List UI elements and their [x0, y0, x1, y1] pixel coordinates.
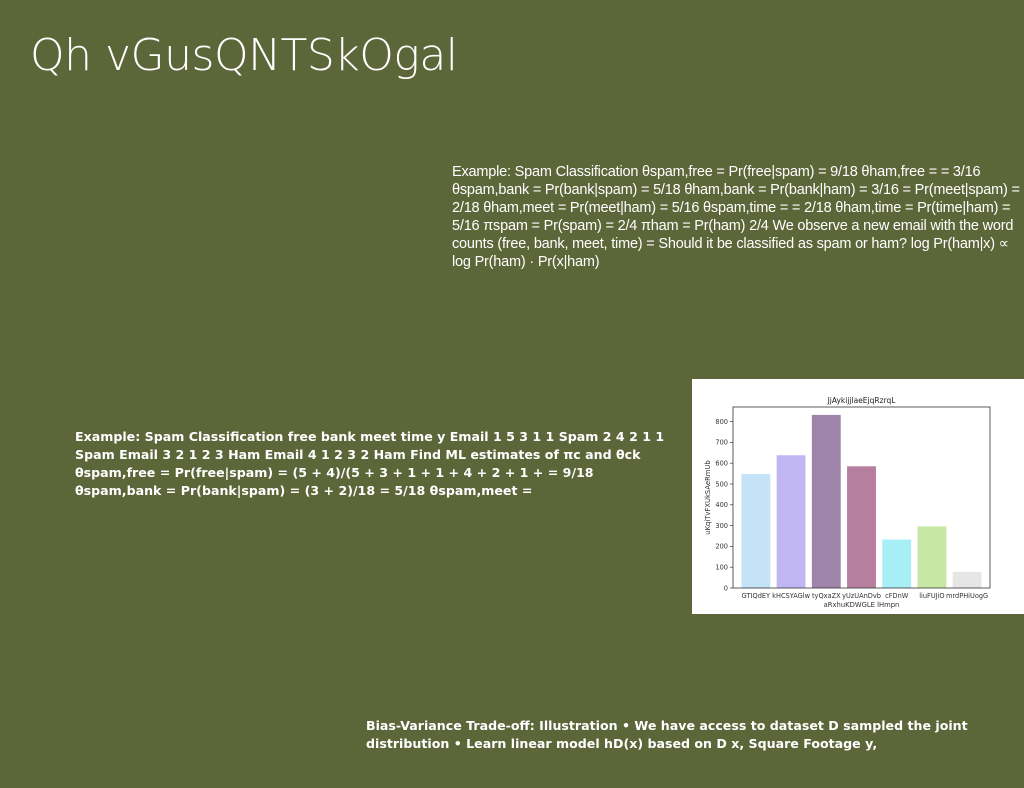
x-tick-label: kHCSYAGlw [772, 592, 810, 600]
bar-1 [741, 473, 771, 588]
bar-2 [776, 455, 806, 588]
y-tick-label: 400 [715, 501, 728, 509]
bias-variance-text: Bias-Variance Trade-off: Illustration • … [366, 718, 968, 751]
bar-chart-image: JjAykijjlaeEjqRzrqL GTIQdEY kHCSYAGlw tyQxa… [692, 379, 1024, 614]
y-tick-label: 800 [715, 418, 728, 426]
y-tick-label: 600 [715, 459, 728, 467]
x-tick-label: cFDnW [885, 592, 909, 600]
bar-7 [952, 571, 982, 588]
x-tick-label: yUzUAnDvb [842, 592, 881, 600]
plot-frame [732, 406, 991, 589]
y-tick-label: 200 [715, 543, 728, 551]
bar-chart: JjAykijjlaeEjqRzrqL GTIQdEY kHCSYAGlw tyQxa… [704, 396, 991, 609]
x-tick-label: liuFUJiO [919, 592, 944, 600]
bar-4 [847, 466, 876, 588]
y-tick-label: 300 [715, 522, 728, 530]
chart-title: JjAykijjlaeEjqRzrqL [827, 396, 897, 405]
bar-5 [882, 539, 912, 588]
y-tick-label: 500 [715, 480, 728, 488]
x-axis-label: aRxhuKDWGLE lHmpn [824, 601, 900, 609]
y-tick-label: 700 [715, 439, 728, 447]
y-tick-label: 0 [724, 584, 728, 592]
spam-classification-table-text: Example: Spam Classification free bank m… [75, 429, 665, 498]
spam-classification-estimates-text: Example: Spam Classification θspam,free … [452, 164, 1020, 270]
y-tick-label: 100 [715, 563, 728, 571]
x-tick-label: tyQxaZX [812, 592, 841, 600]
bar-6 [917, 526, 947, 588]
x-tick-label: GTIQdEY [742, 592, 771, 600]
slide-title: Qh vGusQNTSkOgal [30, 30, 458, 81]
bar-3 [811, 414, 841, 588]
y-axis-label: uKqiTvFXUkSAeRmUb [704, 460, 712, 534]
x-tick-label: mrdPHiUogG [946, 592, 988, 600]
